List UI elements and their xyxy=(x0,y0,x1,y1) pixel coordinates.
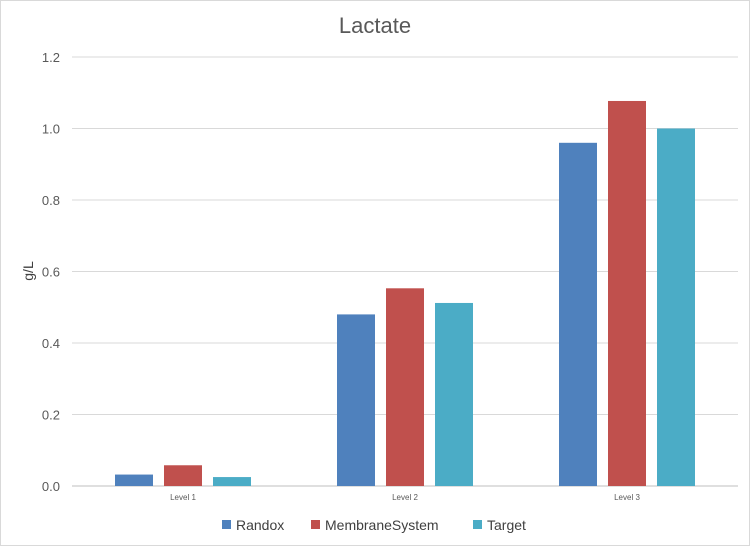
bar-target-level-2 xyxy=(435,302,473,486)
bar-membranesystem-level-1 xyxy=(164,465,202,486)
bar-target-level-3 xyxy=(657,128,695,486)
y-axis-ticks: 0.0 0.2 0.4 0.6 0.8 1.0 1.2 xyxy=(42,50,60,494)
bar-membranesystem-level-2 xyxy=(386,288,424,486)
y-tick-label: 0.6 xyxy=(42,265,60,280)
x-tick-label: Level 2 xyxy=(392,493,418,502)
y-tick-label: 0.2 xyxy=(42,408,60,423)
legend-swatch-target xyxy=(473,520,482,529)
bar-target-level-1 xyxy=(213,477,251,486)
chart-title: Lactate xyxy=(339,13,411,38)
legend-label-target: Target xyxy=(487,517,526,533)
bar-randox-level-3 xyxy=(559,142,597,487)
legend: Randox MembraneSystem Target xyxy=(222,517,526,533)
bars xyxy=(115,100,695,487)
legend-label-membranesystem: MembraneSystem xyxy=(325,517,439,533)
legend-swatch-membranesystem xyxy=(311,520,320,529)
legend-label-randox: Randox xyxy=(236,517,284,533)
x-tick-label: Level 3 xyxy=(614,493,640,502)
bar-randox-level-2 xyxy=(337,314,375,486)
y-tick-label: 1.2 xyxy=(42,50,60,65)
x-tick-label: Level 1 xyxy=(170,493,196,502)
y-tick-label: 0.8 xyxy=(42,193,60,208)
y-axis-label: g/L xyxy=(20,261,36,281)
y-tick-label: 1.0 xyxy=(42,122,60,137)
y-tick-label: 0.4 xyxy=(42,336,60,351)
bar-randox-level-1 xyxy=(115,474,153,486)
legend-swatch-randox xyxy=(222,520,231,529)
y-tick-label: 0.0 xyxy=(42,479,60,494)
x-axis-ticks: Level 1 Level 2 Level 3 xyxy=(170,493,640,502)
bar-membranesystem-level-3 xyxy=(608,100,646,486)
